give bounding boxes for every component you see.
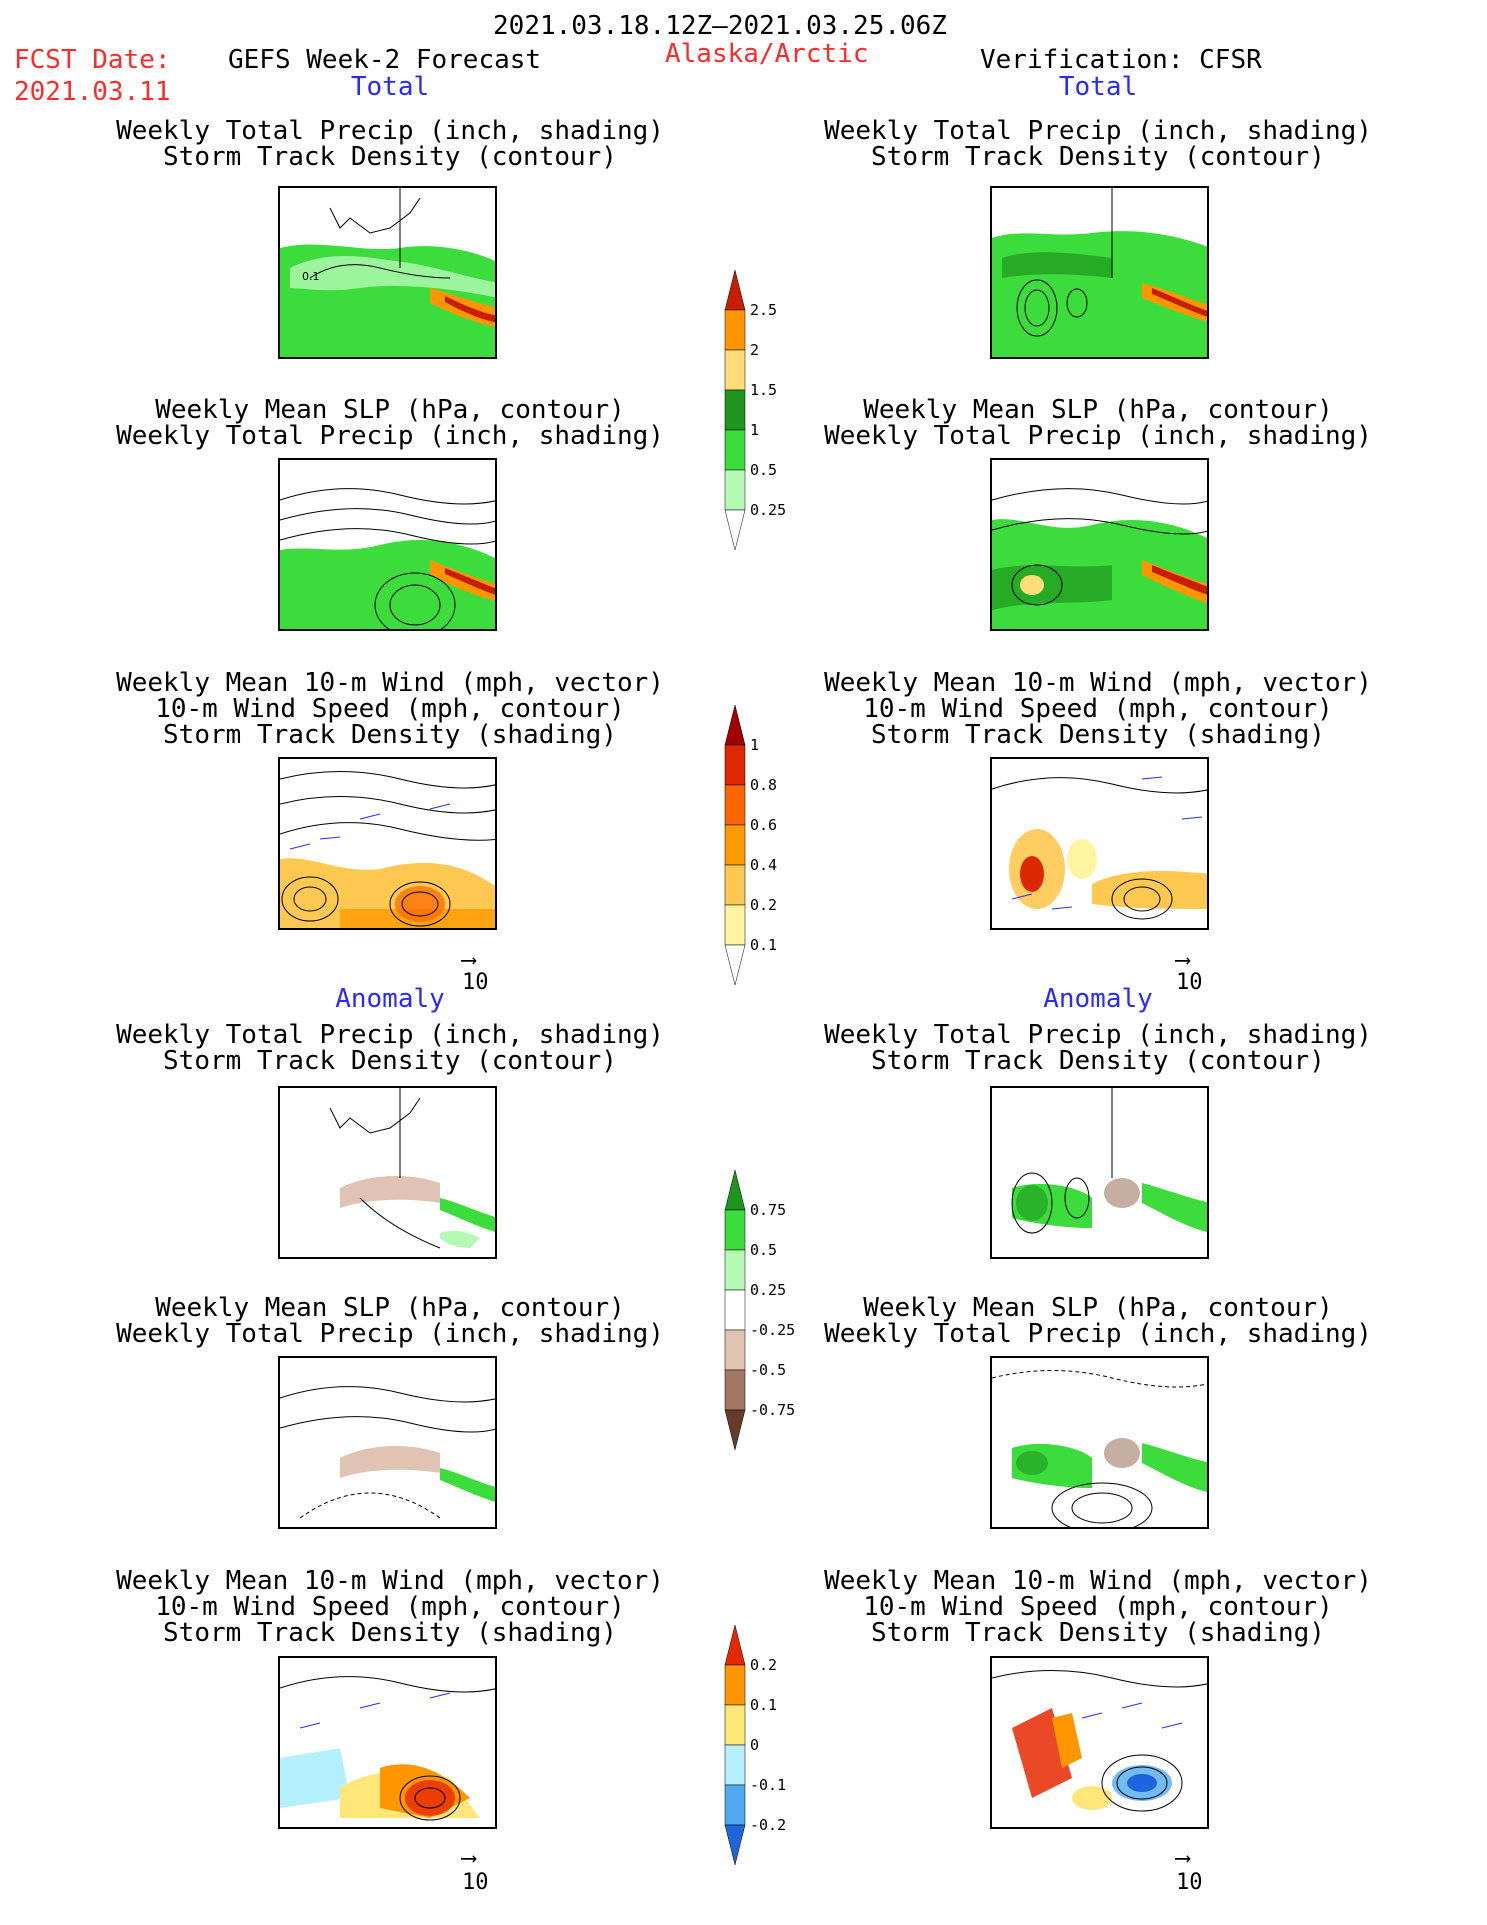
map-precip-storm-total-verification xyxy=(990,186,1209,359)
panel10-title-line2: Weekly Total Precip (inch, shading) xyxy=(824,1319,1372,1349)
panel10-title-line1: Weekly Mean SLP (hPa, contour) xyxy=(863,1293,1333,1323)
region-title: Alaska/Arctic xyxy=(665,39,869,69)
cbar2-label-0: 1 xyxy=(750,736,760,754)
section-total-left: Total xyxy=(350,72,430,102)
vector-ref-label-right-total: 10 xyxy=(1176,970,1203,995)
vector-ref-arrow-right-anom: ⟶ xyxy=(1176,1846,1190,1871)
map-slp-precip-anom-forecast xyxy=(278,1356,497,1529)
storm-contour-label: 0.1 xyxy=(302,270,320,283)
panel8-title-line1: Weekly Total Precip (inch, shading) xyxy=(824,1020,1372,1050)
panel9-title-line1: Weekly Mean SLP (hPa, contour) xyxy=(155,1293,625,1323)
panel6-title-line1: Weekly Mean 10-m Wind (mph, vector) xyxy=(824,668,1372,698)
colorbar-precip-total: 2.5 2 1.5 1 0.5 0.25 xyxy=(722,269,802,560)
panel8-title-line2: Storm Track Density (contour) xyxy=(871,1046,1325,1076)
cbar2-label-5: 0.1 xyxy=(750,936,778,954)
cbar4-label-4: -0.2 xyxy=(750,1816,787,1834)
panel1-title-line1: Weekly Total Precip (inch, shading) xyxy=(116,116,664,146)
fcst-date-value: 2021.03.11 xyxy=(14,77,171,107)
colorbar-precip-anom: 0.75 0.5 0.25 -0.25 -0.5 -0.75 xyxy=(722,1169,802,1460)
map-precip-storm-anom-verification xyxy=(990,1086,1209,1259)
cbar3-label-3: -0.25 xyxy=(750,1321,796,1339)
panel7-title-line1: Weekly Total Precip (inch, shading) xyxy=(116,1020,664,1050)
vector-ref-arrow-right-total: ⟶ xyxy=(1176,948,1190,973)
vector-ref-label-right-anom: 10 xyxy=(1176,1870,1203,1895)
cbar2-label-1: 0.8 xyxy=(750,776,778,794)
cbar1-label-4: 0.5 xyxy=(750,461,778,479)
cbar3-label-1: 0.5 xyxy=(750,1241,778,1259)
cbar2-label-4: 0.2 xyxy=(750,896,778,914)
cbar1-label-0: 2.5 xyxy=(750,301,778,319)
panel12-title-line1: Weekly Mean 10-m Wind (mph, vector) xyxy=(824,1566,1372,1596)
vector-ref-arrow-left-anom: ⟶ xyxy=(462,1846,476,1871)
cbar3-label-0: 0.75 xyxy=(750,1201,787,1219)
map-precip-storm-total-forecast: 0.1 xyxy=(278,186,497,359)
vector-ref-arrow-left-total: ⟶ xyxy=(462,948,476,973)
panel1-title-line2: Storm Track Density (contour) xyxy=(163,142,617,172)
section-anomaly-left: Anomaly xyxy=(335,984,445,1014)
map-wind-storm-total-forecast xyxy=(278,757,497,930)
cbar4-label-1: 0.1 xyxy=(750,1696,778,1714)
map-slp-precip-anom-verification xyxy=(990,1356,1209,1529)
map-precip-storm-anom-forecast xyxy=(278,1086,497,1259)
panel12-title-line3: Storm Track Density (shading) xyxy=(871,1618,1325,1648)
cbar1-label-1: 2 xyxy=(750,341,760,359)
panel6-title-line2: 10-m Wind Speed (mph, contour) xyxy=(863,694,1333,724)
map-slp-precip-total-forecast xyxy=(278,458,497,631)
cbar3-label-5: -0.75 xyxy=(750,1401,796,1419)
panel11-title-line1: Weekly Mean 10-m Wind (mph, vector) xyxy=(116,1566,664,1596)
panel5-title-line2: 10-m Wind Speed (mph, contour) xyxy=(155,694,625,724)
panel11-title-line3: Storm Track Density (shading) xyxy=(163,1618,617,1648)
panel5-title-line1: Weekly Mean 10-m Wind (mph, vector) xyxy=(116,668,664,698)
panel6-title-line3: Storm Track Density (shading) xyxy=(871,720,1325,750)
panel9-title-line2: Weekly Total Precip (inch, shading) xyxy=(116,1319,664,1349)
fcst-date-label: FCST Date: xyxy=(14,45,171,75)
panel5-title-line3: Storm Track Density (shading) xyxy=(163,720,617,750)
panel12-title-line2: 10-m Wind Speed (mph, contour) xyxy=(863,1592,1333,1622)
cbar3-label-4: -0.5 xyxy=(750,1361,787,1379)
cbar2-label-2: 0.6 xyxy=(750,816,778,834)
cbar4-label-0: 0.2 xyxy=(750,1656,778,1674)
vector-ref-label-left-total: 10 xyxy=(462,970,489,995)
cbar4-label-3: -0.1 xyxy=(750,1776,787,1794)
model-title: GEFS Week-2 Forecast xyxy=(228,45,542,75)
panel3-title-line2: Weekly Total Precip (inch, shading) xyxy=(116,421,664,451)
panel4-title-line1: Weekly Mean SLP (hPa, contour) xyxy=(863,395,1333,425)
cbar1-label-3: 1 xyxy=(750,421,760,439)
panel2-title-line2: Storm Track Density (contour) xyxy=(871,142,1325,172)
colorbar-storm-anom: 0.2 0.1 0 -0.1 -0.2 xyxy=(722,1624,802,1875)
map-slp-precip-total-verification xyxy=(990,458,1209,631)
panel7-title-line2: Storm Track Density (contour) xyxy=(163,1046,617,1076)
map-wind-storm-total-verification xyxy=(990,757,1209,930)
section-total-right: Total xyxy=(1058,72,1138,102)
panel11-title-line2: 10-m Wind Speed (mph, contour) xyxy=(155,1592,625,1622)
panel3-title-line1: Weekly Mean SLP (hPa, contour) xyxy=(155,395,625,425)
panel4-title-line2: Weekly Total Precip (inch, shading) xyxy=(824,421,1372,451)
cbar3-label-2: 0.25 xyxy=(750,1281,787,1299)
cbar2-label-3: 0.4 xyxy=(750,856,778,874)
map-wind-storm-anom-verification xyxy=(990,1656,1209,1829)
section-anomaly-right: Anomaly xyxy=(1043,984,1153,1014)
cbar4-label-2: 0 xyxy=(750,1736,760,1754)
cbar1-label-5: 0.25 xyxy=(750,501,787,519)
colorbar-storm-total: 1 0.8 0.6 0.4 0.2 0.1 xyxy=(722,704,802,990)
cbar1-label-2: 1.5 xyxy=(750,381,778,399)
vector-ref-label-left-anom: 10 xyxy=(462,1870,489,1895)
map-wind-storm-anom-forecast xyxy=(278,1656,497,1829)
period-title: 2021.03.18.12Z–2021.03.25.06Z xyxy=(493,11,947,41)
verification-title: Verification: CFSR xyxy=(980,45,1262,75)
panel2-title-line1: Weekly Total Precip (inch, shading) xyxy=(824,116,1372,146)
